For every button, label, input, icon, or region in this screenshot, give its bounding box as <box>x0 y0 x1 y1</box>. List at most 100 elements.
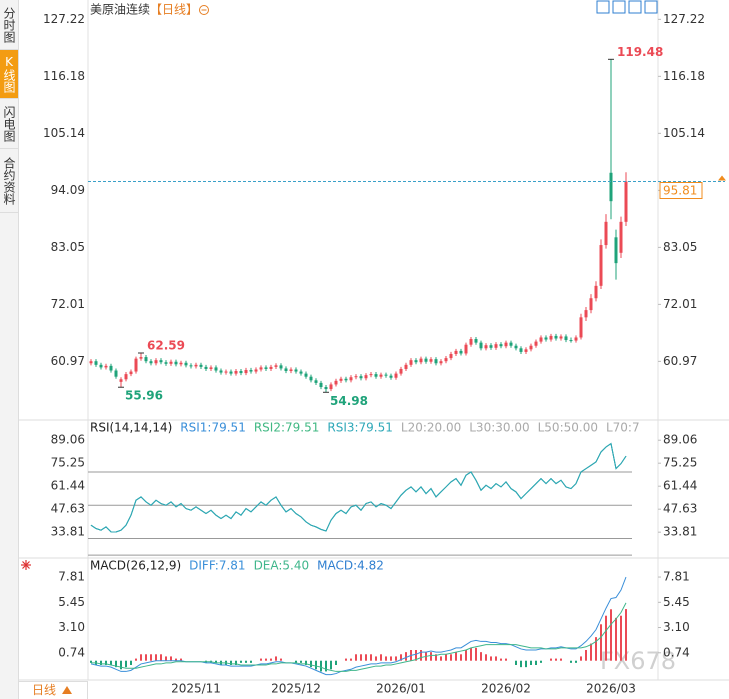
candle-body <box>329 384 333 390</box>
macd-bar <box>240 660 242 663</box>
macd-bar <box>280 658 282 661</box>
macd-bar <box>535 660 537 665</box>
macd-bar <box>330 660 332 670</box>
macd-bar <box>520 660 522 668</box>
candle-body <box>569 340 573 342</box>
macd-bar <box>400 654 402 661</box>
candle-body <box>229 371 233 374</box>
y-tick-label: 5.45 <box>663 595 690 609</box>
macd-bar <box>470 647 472 661</box>
y-tick-label: 116.18 <box>663 69 705 83</box>
macd-bar <box>370 654 372 661</box>
tab[interactable]: K线图 <box>0 50 18 99</box>
macd-bar <box>215 660 217 663</box>
macd-bar <box>155 654 157 661</box>
macd-bar <box>375 656 377 661</box>
candle-body <box>414 360 418 363</box>
candle-body <box>404 364 408 369</box>
candle-body <box>334 380 338 385</box>
candle-body <box>564 336 568 341</box>
tab[interactable]: 分时图 <box>0 0 18 50</box>
macd-bar <box>345 658 347 661</box>
macd-bar <box>515 660 517 665</box>
candle-body <box>444 358 448 362</box>
macd-bar <box>445 654 447 661</box>
candle-body <box>304 373 308 377</box>
macd-bar <box>455 652 457 661</box>
candle-body <box>124 374 128 380</box>
y-tick-label: 7.81 <box>58 570 85 584</box>
macd-bar <box>315 660 317 670</box>
candle-body <box>574 337 578 341</box>
macd-bar <box>170 656 172 661</box>
candle-body <box>459 350 463 354</box>
candle-body <box>114 370 118 377</box>
tab[interactable]: 合约资料 <box>0 149 18 213</box>
candle-body <box>394 373 398 378</box>
candle-body <box>104 365 108 368</box>
legend-entry: MACD(26,12,9) <box>90 559 181 573</box>
candle-body <box>599 245 603 286</box>
last-price-arrow <box>718 175 726 181</box>
candle-body <box>419 358 423 363</box>
macd-bar <box>120 660 122 670</box>
legend-entry: RSI1:79.51 <box>180 421 246 435</box>
y-tick-label: 33.81 <box>663 525 697 539</box>
y-tick-label: 47.63 <box>663 502 697 516</box>
candle-body <box>399 368 403 374</box>
y-tick-label: 105.14 <box>43 126 85 140</box>
candle-body <box>559 336 563 339</box>
y-tick-label: 7.81 <box>663 570 690 584</box>
macd-bar <box>620 615 622 661</box>
macd-bar <box>625 609 627 661</box>
candle-body <box>284 368 288 372</box>
high-label: 119.48 <box>617 45 663 59</box>
candle-body <box>199 364 203 367</box>
macd-bar <box>395 656 397 661</box>
legend-entry: L50:50.00 <box>538 421 598 435</box>
y-tick-label: 83.05 <box>663 240 697 254</box>
candle-body <box>509 342 513 346</box>
candle-body <box>369 374 373 376</box>
macd-bar <box>320 660 322 672</box>
zoom-icon[interactable] <box>199 5 209 15</box>
tool-right[interactable] <box>644 0 658 14</box>
candle-body <box>474 339 478 343</box>
candle-body <box>189 365 193 367</box>
watermark: FX678 <box>600 647 676 675</box>
tool-restore[interactable] <box>612 0 626 14</box>
tab[interactable]: 闪电图 <box>0 99 18 149</box>
legend-entry: L30:30.00 <box>469 421 529 435</box>
macd-bar <box>90 660 92 663</box>
y-tick-label: 72.01 <box>51 297 85 311</box>
macd-bar <box>110 660 112 665</box>
macd-bar <box>505 658 507 661</box>
macd-bar <box>160 654 162 661</box>
y-tick-label: 94.09 <box>51 183 85 197</box>
candle-body <box>154 360 158 364</box>
legend-entry: L70:7 <box>606 421 640 435</box>
macd-bar <box>560 658 562 661</box>
candle-body <box>99 364 103 368</box>
candle-body <box>489 345 493 348</box>
candle-body <box>129 371 133 375</box>
candle-body <box>299 371 303 374</box>
candle-body <box>164 362 168 364</box>
legend-entry: RSI(14,14,14) <box>90 421 172 435</box>
macd-bar <box>360 654 362 661</box>
legend-entry: MACD:4.82 <box>317 559 384 573</box>
tool-fullscreen[interactable] <box>596 0 610 14</box>
candle-body <box>389 375 393 378</box>
macd-bar <box>295 660 297 663</box>
macd-bar <box>600 624 602 661</box>
period-button[interactable]: 日线 <box>18 681 88 699</box>
macd-bar <box>550 658 552 661</box>
macd-bar <box>440 656 442 661</box>
tool-left[interactable] <box>628 0 642 14</box>
settings-icon[interactable] <box>21 560 31 570</box>
macd-bar <box>230 660 232 665</box>
candle-body <box>454 350 458 354</box>
candle-body <box>159 360 163 363</box>
candle-body <box>264 367 268 369</box>
candle-body <box>194 364 198 367</box>
